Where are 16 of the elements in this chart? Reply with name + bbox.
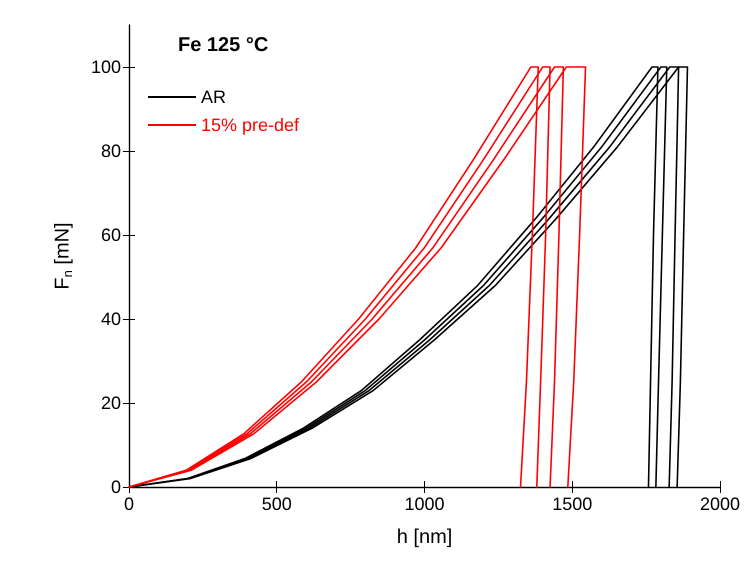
x-axis-title: h [nm]	[396, 526, 452, 548]
y-tick-label: 80	[100, 141, 121, 161]
y-axis-title: Fn [mN]	[52, 222, 75, 290]
y-tick-label: 20	[100, 393, 121, 413]
y-tick-label: 60	[100, 225, 121, 245]
x-tick-label: 1500	[552, 494, 592, 514]
x-tick-label: 0	[124, 494, 134, 514]
y-tick-label: 100	[90, 57, 121, 77]
legend-label: AR	[201, 87, 226, 107]
x-tick-label: 500	[262, 494, 292, 514]
legend-label: 15% pre-def	[201, 115, 300, 135]
chart-title: Fe 125 °C	[178, 34, 268, 56]
y-tick-label: 0	[110, 477, 121, 497]
x-tick-label: 1000	[404, 494, 445, 514]
x-tick-label: 2000	[700, 494, 740, 514]
y-tick-label: 40	[100, 309, 121, 329]
